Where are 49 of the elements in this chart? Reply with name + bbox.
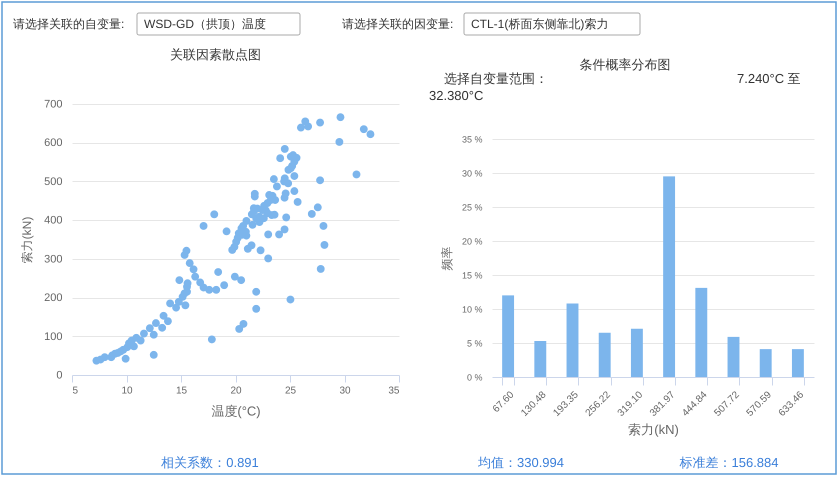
y-tick-label: 0 <box>56 370 62 382</box>
x-tick-label: 10 <box>121 386 133 396</box>
y-tick-label: 20 % <box>462 236 482 246</box>
y-tick-label: 0 % <box>466 372 482 382</box>
bar <box>630 328 643 377</box>
text: CTL-1(桥面东侧靠北)索力 <box>471 17 608 31</box>
y-tick-label: 500 <box>44 176 62 188</box>
x-axis-title: 索力(kN) <box>628 422 679 438</box>
text: 请选择关联的因变量: <box>342 17 454 31</box>
y-tick-label: 700 <box>44 98 62 110</box>
x-axis-title: 温度(°C) <box>211 404 261 418</box>
y-tick-label: 100 <box>44 330 62 343</box>
bar <box>695 288 708 377</box>
y-axis-title: 索力(kN) <box>20 216 34 264</box>
text: 选择自变量范围： <box>444 71 548 86</box>
bar <box>566 304 578 377</box>
y-tick-label: 15 % <box>462 270 482 280</box>
y-axis-title: 频率 <box>440 246 454 270</box>
bar <box>663 176 676 377</box>
text: 请选择关联的自变量: <box>13 17 124 31</box>
y-tick-label: 600 <box>44 137 62 150</box>
bar <box>760 349 772 377</box>
text: 7.240°C 至 <box>737 71 801 86</box>
y-tick-label: 200 <box>44 292 62 304</box>
text: 标准差：156.884 <box>678 455 778 470</box>
text: 相关系数：0.891 <box>161 455 259 470</box>
bar <box>534 340 546 377</box>
bar <box>598 332 611 377</box>
text: WSD-GD（拱顶）温度 <box>144 17 266 31</box>
x-tick-label: 5 <box>72 386 78 396</box>
bar <box>728 336 740 377</box>
x-tick-label: 15 <box>176 386 188 396</box>
y-tick-label: 25 % <box>462 202 482 212</box>
bar <box>792 349 804 377</box>
y-tick-label: 300 <box>44 253 62 266</box>
text: 均值：330.994 <box>477 455 564 470</box>
x-tick-label: 30 <box>339 386 351 396</box>
text: 32.380°C <box>429 88 484 103</box>
y-tick-label: 400 <box>44 214 62 227</box>
chart-title: 条件概率分布图 <box>580 57 670 72</box>
y-tick-label: 5 % <box>466 338 482 348</box>
y-tick-label: 35 % <box>462 134 482 144</box>
y-tick-label: 10 % <box>462 304 482 314</box>
x-tick-label: 35 <box>388 386 400 396</box>
x-tick-label: 20 <box>230 386 242 396</box>
chart-title: 关联因素散点图 <box>170 47 261 62</box>
x-tick-label: 25 <box>284 386 296 396</box>
bar <box>502 295 514 377</box>
y-tick-label: 30 % <box>462 168 482 178</box>
